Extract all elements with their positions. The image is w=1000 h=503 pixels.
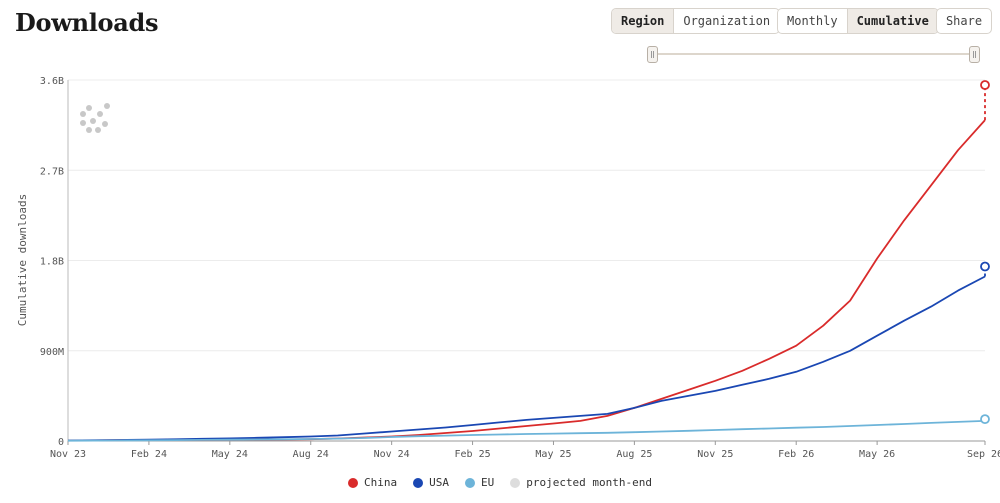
projected-point-china (980, 80, 990, 90)
x-tick-label: Aug 24 (293, 449, 329, 460)
chart-legend: China USA EU projected month-end (0, 476, 1000, 489)
x-axis: Nov 23 Feb 24 May 24 Aug 24 Nov 24 Feb 25 May … (50, 441, 1000, 460)
y-axis: 0 900M 1.8B 2.7B 3.6B (40, 76, 69, 448)
legend-swatch (510, 477, 521, 488)
downloads-line-chart: 0 900M 1.8B 2.7B 3.6B Nov 23 Feb 24 May 24 Aug … (16, 76, 1000, 460)
x-tick-label: May 26 (859, 449, 895, 460)
x-tick-label: Aug 25 (616, 449, 652, 460)
series-line-usa (67, 275, 986, 442)
x-tick-label: Feb 24 (131, 449, 167, 460)
x-tick-label: May 24 (212, 449, 248, 460)
x-tick-label: Feb 26 (778, 449, 814, 460)
y-tick-label: 2.7B (40, 166, 64, 177)
series-line-eu (67, 420, 986, 442)
grid-lines (68, 79, 985, 442)
x-tick-label: Sep 26 (967, 449, 1000, 460)
y-tick-label: 3.6B (40, 76, 64, 87)
x-tick-label: Nov 24 (374, 449, 410, 460)
mode-toggle: Monthly Cumulative (777, 8, 939, 34)
legend-label: EU (480, 476, 495, 489)
cumulative-tab[interactable]: Cumulative (846, 9, 938, 33)
page-title: Downloads (15, 8, 159, 37)
legend-swatch (413, 477, 424, 488)
y-tick-label: 0 (58, 437, 64, 448)
legend-swatch (347, 477, 358, 488)
organization-tab[interactable]: Organization (673, 9, 779, 33)
y-tick-label: 900M (40, 347, 64, 358)
x-tick-label: May 25 (535, 449, 571, 460)
x-tick-label: Nov 23 (50, 449, 86, 460)
monthly-tab[interactable]: Monthly (787, 14, 838, 28)
share-button[interactable]: Share (936, 8, 992, 34)
legend-item-china[interactable]: China (347, 476, 398, 489)
y-tick-label: 1.8B (40, 257, 64, 268)
legend-item-eu[interactable]: EU (464, 476, 495, 489)
legend-label: projected month-end (526, 476, 653, 489)
loading-spinner-icon (80, 103, 110, 133)
x-tick-label: Nov 25 (697, 449, 733, 460)
projected-point-usa (980, 261, 990, 272)
legend-label: China (363, 476, 398, 489)
series-line-china (67, 119, 986, 442)
legend-item-usa[interactable]: USA (413, 476, 449, 489)
y-axis-label: Cumulative downloads (16, 194, 29, 326)
projected-point-eu (980, 414, 990, 425)
series-lines (67, 80, 990, 442)
range-slider-track[interactable] (652, 53, 974, 55)
region-tab[interactable]: Region (612, 9, 674, 33)
legend-label: USA (429, 476, 449, 489)
range-slider-end-handle[interactable] (969, 46, 980, 63)
legend-item-projected[interactable]: projected month-end (510, 476, 652, 489)
group-by-toggle: Region Organization (611, 8, 781, 34)
legend-swatch (464, 477, 475, 488)
x-tick-label: Feb 25 (454, 449, 490, 460)
range-slider-start-handle[interactable] (647, 46, 658, 63)
